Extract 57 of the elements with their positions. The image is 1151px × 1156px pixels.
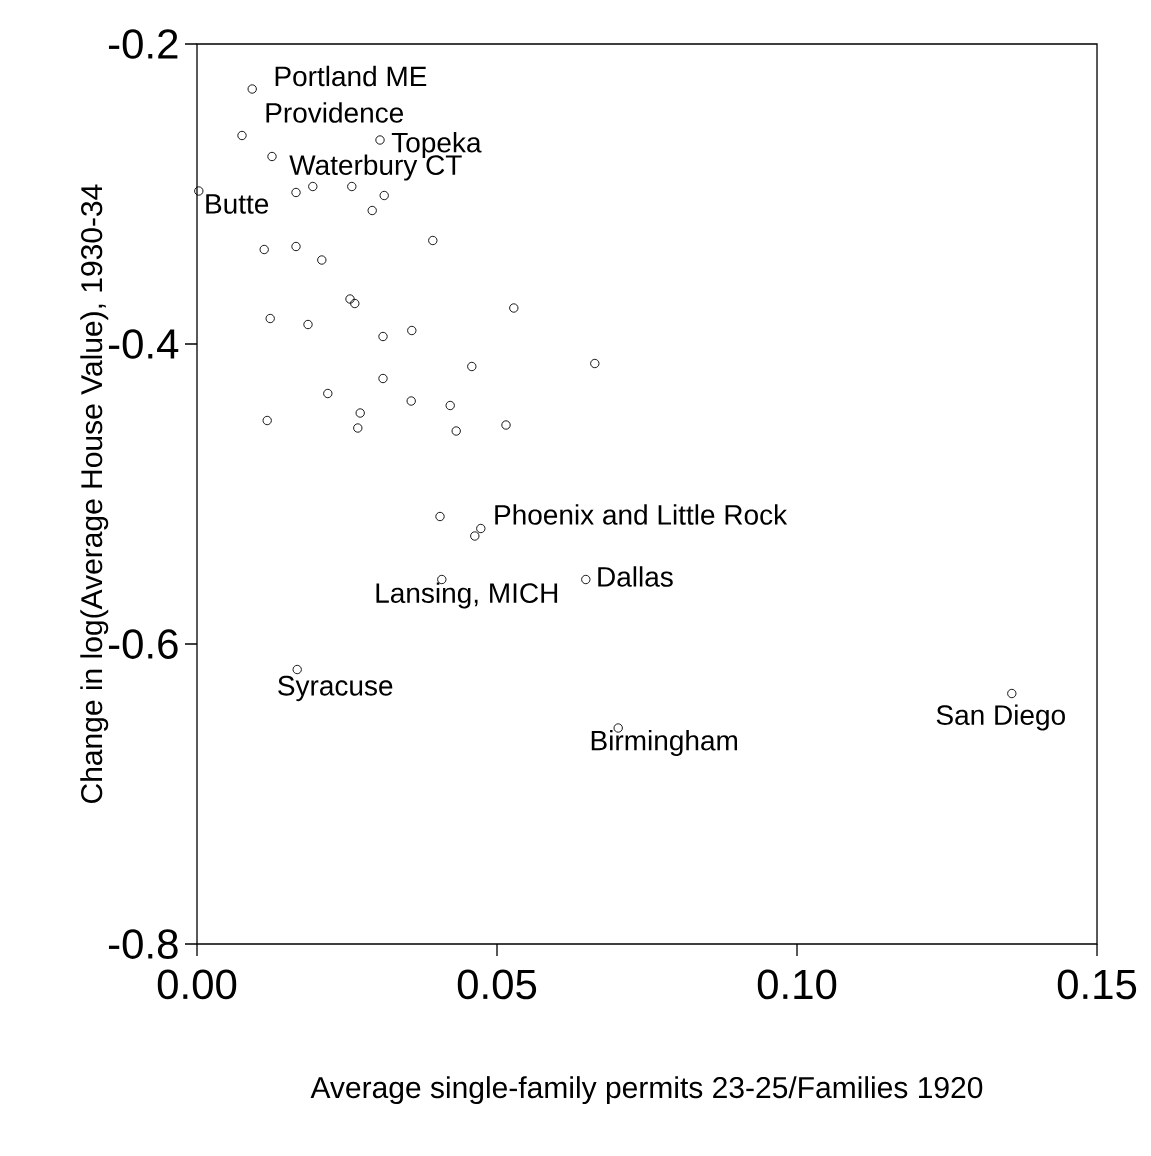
y-tick-label: -0.4 [108,329,179,359]
point [247,84,257,94]
y-tick-label: -0.2 [108,29,178,59]
point [375,135,385,145]
annotation: Phoenix and Little Rock [495,504,788,525]
point [379,190,389,201]
annotation: Syracuse [278,675,393,702]
point [292,664,302,675]
point [509,303,519,313]
point [262,415,272,426]
point [470,531,480,541]
point [378,373,388,384]
y-tick-label: -0.8 [108,929,178,959]
point [501,420,511,430]
annotation: San Diego [936,704,1065,731]
point [347,181,357,192]
point [194,186,204,196]
x-tick-label: 0.00 [157,969,237,1000]
point [291,187,301,198]
x-tick-label: 0.05 [457,969,537,1000]
annotation: Providence [266,102,404,123]
point [445,400,455,411]
point [590,358,600,369]
y-axis-title: Change in log(Average House Value), 1930-34 [80,184,109,803]
point [581,574,591,585]
point [451,426,461,436]
point [317,255,327,265]
annotation: Portland ME [275,65,427,87]
point [1007,688,1017,699]
annotation: Lansing, MICH [376,582,558,609]
point [476,523,486,534]
point [367,205,377,216]
y-tick-label: -0.6 [108,629,178,659]
point [467,361,477,372]
point [406,396,416,406]
point [259,244,269,255]
point [350,298,360,309]
point [237,130,247,141]
point [267,151,277,162]
annotation: Birmingham [591,729,738,757]
point [355,408,365,418]
point [303,319,313,330]
point [323,388,333,399]
point [345,294,355,304]
point [265,313,275,324]
point [353,423,363,433]
x-tick-label: 0.10 [757,969,837,1000]
x-axis-title: Average single-family permits 23-25/Families 1920 [310,1076,983,1105]
point [435,511,445,522]
annotation: Butte [206,194,269,214]
x-tick-label: 0.15 [1057,969,1137,1000]
point [428,235,438,246]
annotation: Dallas [598,566,673,587]
point [291,241,301,252]
point [407,325,417,336]
point [378,331,388,342]
point [308,181,318,192]
